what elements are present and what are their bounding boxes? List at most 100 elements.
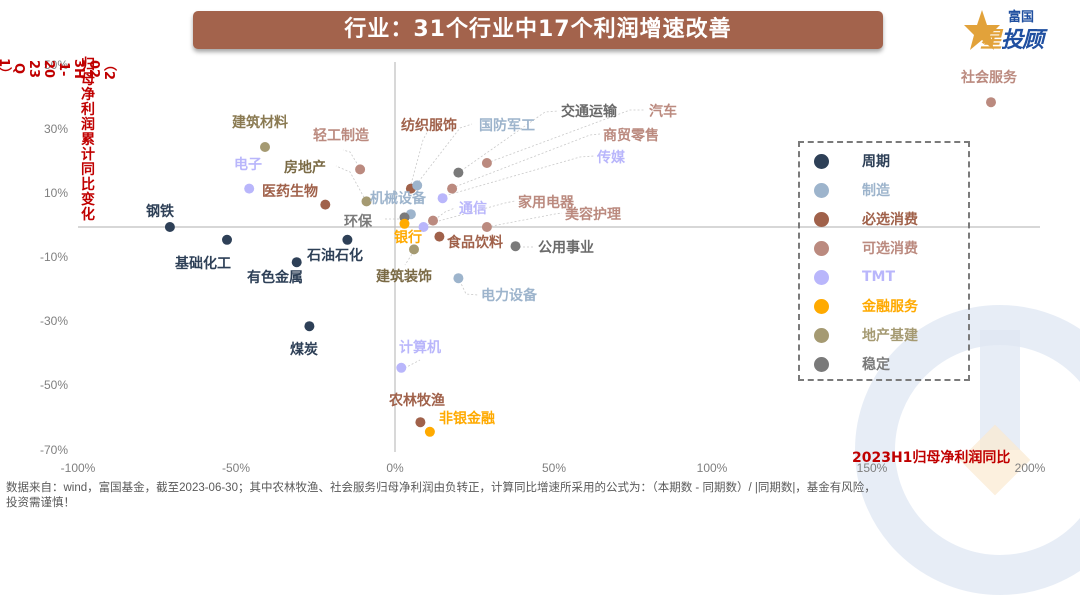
point-label: 电子 xyxy=(234,157,262,173)
point-label: 非银金融 xyxy=(439,411,495,427)
legend-label: 金融服务 xyxy=(862,299,918,315)
legend-dot-icon xyxy=(814,327,829,343)
point-label: 医药生物 xyxy=(262,184,318,200)
leader-lines xyxy=(335,109,645,371)
data-point xyxy=(409,244,419,255)
data-point xyxy=(481,158,492,168)
data-point xyxy=(320,199,331,210)
x-axis-title: 2023H1归母净利润同比 xyxy=(852,450,1011,466)
legend-dot-icon xyxy=(814,298,829,314)
x-tick-label: 50% xyxy=(541,461,567,475)
legend-label: 周期 xyxy=(862,154,890,170)
data-point xyxy=(396,362,407,373)
point-label: 石油石化 xyxy=(307,248,363,264)
point-label: 传媒 xyxy=(597,150,625,166)
legend-dot-icon xyxy=(814,211,829,227)
legend-label: 稳定 xyxy=(862,357,890,373)
legend-dot-icon xyxy=(814,153,829,169)
y-tick-label: -70% xyxy=(39,443,68,457)
data-point xyxy=(244,183,255,194)
point-label: 有色金属 xyxy=(247,270,303,286)
x-tick-label: 150% xyxy=(856,461,888,475)
data-point xyxy=(447,183,458,194)
x-tick-label: 0% xyxy=(386,461,404,475)
point-label: 纺织服饰 xyxy=(401,118,457,134)
legend-dot-icon xyxy=(814,182,829,198)
point-label: 基础化工 xyxy=(175,256,231,272)
y-tick-label: -30% xyxy=(39,314,68,328)
data-point xyxy=(291,257,302,268)
data-point xyxy=(453,167,464,178)
legend-dot-icon xyxy=(814,356,829,372)
legend-item: 稳定 xyxy=(814,354,890,374)
legend-item: 周期 xyxy=(814,151,890,171)
data-point xyxy=(418,222,429,232)
y-tick-label: -10% xyxy=(39,250,68,264)
point-label: 建筑材料 xyxy=(232,115,288,131)
point-label: 环保 xyxy=(344,214,372,230)
y-tick-label: 10% xyxy=(43,186,68,200)
x-tick-label: 100% xyxy=(696,461,728,475)
point-label: 商贸零售 xyxy=(603,128,659,144)
footnote-line-1: 数据来自：wind，富国基金，截至2023-06-30；其中农林牧渔、社会服务归… xyxy=(6,482,876,494)
data-point xyxy=(412,180,423,191)
legend-item: 地产基建 xyxy=(814,325,918,345)
legend-item: TMT xyxy=(814,267,895,287)
data-point xyxy=(164,222,175,232)
point-label: 交通运输 xyxy=(561,104,617,120)
legend-item: 制造 xyxy=(814,180,890,200)
data-point xyxy=(415,417,426,428)
point-label: 家用电器 xyxy=(518,195,574,211)
legend-item: 必选消费 xyxy=(814,209,918,229)
point-label: 银行 xyxy=(394,230,422,246)
point-label: 机械设备 xyxy=(370,191,426,207)
logo-small-text: 富国 xyxy=(1008,10,1035,25)
legend-item: 可选消费 xyxy=(814,238,918,258)
data-point xyxy=(342,234,353,245)
point-label: 食品饮料 xyxy=(447,235,503,251)
data-point xyxy=(304,321,315,332)
legend-label: 可选消费 xyxy=(862,241,918,257)
data-point xyxy=(361,196,372,207)
data-point xyxy=(434,231,445,242)
legend: 周期制造必选消费可选消费 TMT 金融服务地产基建稳定 xyxy=(798,141,970,381)
data-point xyxy=(222,234,232,245)
point-label: 农林牧渔 xyxy=(389,393,445,409)
y-axis-title-main: 归母净利润累计同比变化 xyxy=(81,57,95,223)
point-label: 煤炭 xyxy=(290,342,318,358)
point-label: 房地产 xyxy=(284,160,326,176)
y-axis-title-paren: （2023H1-2023Q1） xyxy=(0,58,116,81)
data-point xyxy=(453,273,464,284)
legend-label: 地产基建 xyxy=(862,328,918,344)
legend-dot-icon xyxy=(814,269,829,285)
data-points xyxy=(164,97,996,437)
data-point xyxy=(510,241,521,252)
y-tick-label: -50% xyxy=(39,378,68,392)
x-tick-label: -100% xyxy=(60,461,96,475)
chart-title: 行业：31个行业中17个利润增速改善 xyxy=(193,11,883,49)
scatter-plot xyxy=(78,62,1040,452)
y-tick-label: 30% xyxy=(43,122,68,136)
point-label: 建筑装饰 xyxy=(376,269,432,285)
point-label: 国防军工 xyxy=(479,118,535,134)
legend-label: 制造 xyxy=(862,183,890,199)
source-footnote: 数据来自：wind，富国基金，截至2023-06-30；其中农林牧渔、社会服务归… xyxy=(6,481,1076,511)
footnote-line-2: 投资需谨慎！ xyxy=(6,497,75,509)
data-point xyxy=(424,426,435,437)
data-point xyxy=(481,222,492,232)
data-point xyxy=(428,215,438,226)
logo-big-text: 星投顾 xyxy=(980,28,1044,53)
point-label: 美容护理 xyxy=(565,207,621,223)
point-label: 计算机 xyxy=(399,340,441,356)
data-point xyxy=(437,193,448,204)
legend-label: 必选消费 xyxy=(862,212,918,228)
legend-item: 金融服务 xyxy=(814,296,918,316)
data-point xyxy=(986,97,996,108)
point-label: 汽车 xyxy=(649,104,677,120)
point-label: 公用事业 xyxy=(538,240,594,256)
brand-logo: 富国 星投顾 xyxy=(960,4,1070,54)
point-label: 轻工制造 xyxy=(313,128,369,144)
point-label: 电力设备 xyxy=(481,288,537,304)
legend-dot-icon xyxy=(814,240,829,256)
y-tick-label: 50% xyxy=(43,58,68,72)
